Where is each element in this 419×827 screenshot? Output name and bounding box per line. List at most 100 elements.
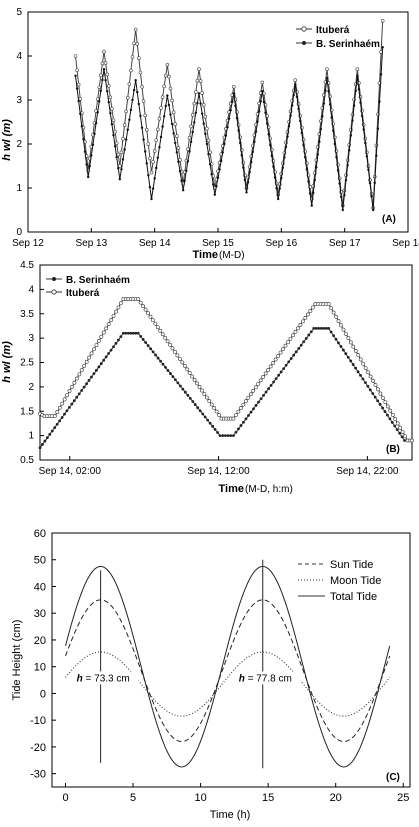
- panel-a-serinhaem-point: [178, 170, 182, 173]
- panel-b-serinhaem-point: [224, 434, 227, 438]
- panel-b-ituber-point: [236, 409, 241, 414]
- panel-b-serinhaem-point: [264, 390, 268, 394]
- panel-b-ituber-point: [293, 329, 298, 334]
- panel-b-ituber-point: [74, 376, 79, 381]
- panel-b-ituber-point: [231, 416, 236, 421]
- panel-a-ituber-point: [176, 146, 181, 150]
- panel-a-ituber-point: [151, 160, 155, 164]
- panel-b-ituber-point: [268, 364, 273, 369]
- panel-b-ytick-label: 3.5: [20, 309, 34, 320]
- panel-b-ituber-point: [361, 361, 366, 366]
- panel-b-serinhaem-point: [339, 345, 343, 348]
- panel-b-serinhaem-point: [247, 414, 250, 417]
- panel-b-ituber-point: [163, 335, 168, 340]
- panel-b-legend-marker-serinhaem: [52, 277, 56, 281]
- panel-b-serinhaem-point: [386, 413, 389, 417]
- panel-b-serinhaem-point: [274, 377, 278, 381]
- panel-c-xtick-label: 5: [130, 792, 136, 804]
- panel-a-ituber-point: [160, 95, 165, 99]
- panel-a-serinhaem-point: [373, 181, 376, 185]
- panel-c-legend-total: Total Tide: [330, 591, 377, 603]
- panel-b-ituber-point: [366, 370, 371, 375]
- panel-a-ylabel: h wl (m): [1, 119, 13, 161]
- panel-b-serinhaem-point: [139, 334, 143, 338]
- panel-a-serinhaem-point: [194, 111, 198, 114]
- panel-b-ituber-point: [256, 381, 261, 386]
- panel-b-serinhaem-point: [141, 338, 145, 341]
- panel-b-serinhaem-point: [70, 402, 74, 406]
- panel-a-serinhaem-point: [200, 112, 204, 115]
- panel-a-ituber-point: [143, 113, 147, 118]
- panel-b-ituber-point: [310, 305, 315, 310]
- panel-b-ituber-point: [346, 336, 351, 341]
- panel-a-ytick-label: 4: [16, 51, 22, 62]
- panel-b-ituber-point: [187, 370, 192, 375]
- panel-c-frame: [51, 532, 411, 788]
- panel-b-ituber-point: [55, 410, 60, 414]
- panel-a-ituber-point: [110, 107, 114, 111]
- panel-a-serinhaem-point: [321, 115, 324, 118]
- panel-a-serinhaem-point: [378, 100, 381, 103]
- panel-b-ytick-label: 2.5: [20, 358, 34, 369]
- panel-b-serinhaem-point: [193, 403, 197, 407]
- panel-c-chart: -30 -20 -10 0 10 20 30 40 50 60 0 5 10 15 20 25 h = 73.…: [11, 528, 411, 821]
- panel-b-serinhaem-point: [234, 430, 238, 434]
- panel-b-serinhaem-point: [361, 377, 365, 381]
- panel-b-ituber-point: [281, 347, 285, 352]
- panel-b-serinhaem-point: [201, 412, 205, 416]
- panel-b-legend-ituber: Ituberá: [66, 288, 100, 299]
- panel-b-serinhaem-point: [149, 347, 153, 351]
- panel-a-ytick-label: 0: [16, 227, 22, 238]
- panel-a-serinhaem-point: [181, 189, 185, 192]
- panel-a-ituber-point: [119, 150, 124, 155]
- panel-b-ituber-point: [94, 343, 99, 347]
- panel-a-ytick-label: 1: [16, 183, 22, 194]
- panel-b-serinhaem-point: [99, 362, 103, 365]
- panel-b-ituber-point: [371, 378, 375, 383]
- panel-b-ituber-point: [67, 389, 72, 393]
- panel-b-serinhaem-point: [279, 370, 283, 374]
- panel-a-serinhaem-point: [136, 90, 139, 94]
- panel-a-ituber-point: [100, 61, 105, 66]
- panel-a-serinhaem-point: [204, 132, 207, 136]
- panel-b-ituber-point: [403, 434, 407, 439]
- panel-a-serinhaem-point: [316, 153, 320, 156]
- panel-a-serinhaem-point: [105, 90, 109, 93]
- panel-a-ituber-point: [190, 113, 195, 117]
- panel-b-ituber-point: [180, 360, 185, 365]
- panel-b-ituber-point: [141, 304, 146, 309]
- panel-a-ituber-point: [156, 127, 160, 132]
- panel-b-ytick-label: 2: [28, 382, 34, 393]
- panel-a-serinhaem-point: [202, 122, 205, 125]
- panel-b-serinhaem-point: [58, 419, 62, 423]
- panel-b-serinhaem-point: [171, 375, 175, 379]
- panel-b-ituber-point: [238, 406, 243, 411]
- panel-a-ituber-point: [163, 73, 168, 78]
- panel-b-serinhaem-point: [97, 365, 101, 369]
- panel-c-xlabel: Time (h): [210, 809, 251, 821]
- panel-b-serinhaem-point: [109, 348, 113, 352]
- panel-b-ituber-point: [70, 384, 74, 389]
- panel-b-serinhaem-point: [267, 387, 270, 391]
- panel-a-serinhaem-point: [218, 168, 221, 171]
- panel-a-ituber-point: [187, 136, 192, 140]
- panel-a-serinhaem-point: [250, 160, 253, 164]
- panel-b-xlabel: Time: [219, 483, 244, 495]
- panel-a-serinhaem-point: [205, 142, 209, 146]
- panel-b-serinhaem-point: [393, 424, 397, 428]
- panel-a-serinhaem-point: [117, 167, 120, 170]
- panel-a-serinhaem-point: [341, 208, 344, 212]
- panel-b-serinhaem-point: [126, 331, 130, 335]
- panel-b-serinhaem-point: [65, 409, 69, 413]
- panel-a-serinhaem-point: [257, 110, 261, 113]
- panel-a-serinhaem-point: [346, 164, 349, 167]
- panel-a-serinhaem-point: [371, 208, 375, 212]
- panel-a-serinhaem-point: [227, 117, 231, 120]
- panel-b-serinhaem-point: [43, 439, 47, 443]
- panel-a-xtick-label: Sep 17: [329, 238, 361, 249]
- panel-b-ituber-point: [251, 388, 256, 393]
- panel-b-ituber-point: [400, 430, 405, 434]
- panel-a-serinhaem-point: [286, 135, 289, 138]
- panel-a-ituber-point: [380, 18, 385, 23]
- panel-a-ituber-point: [108, 95, 113, 100]
